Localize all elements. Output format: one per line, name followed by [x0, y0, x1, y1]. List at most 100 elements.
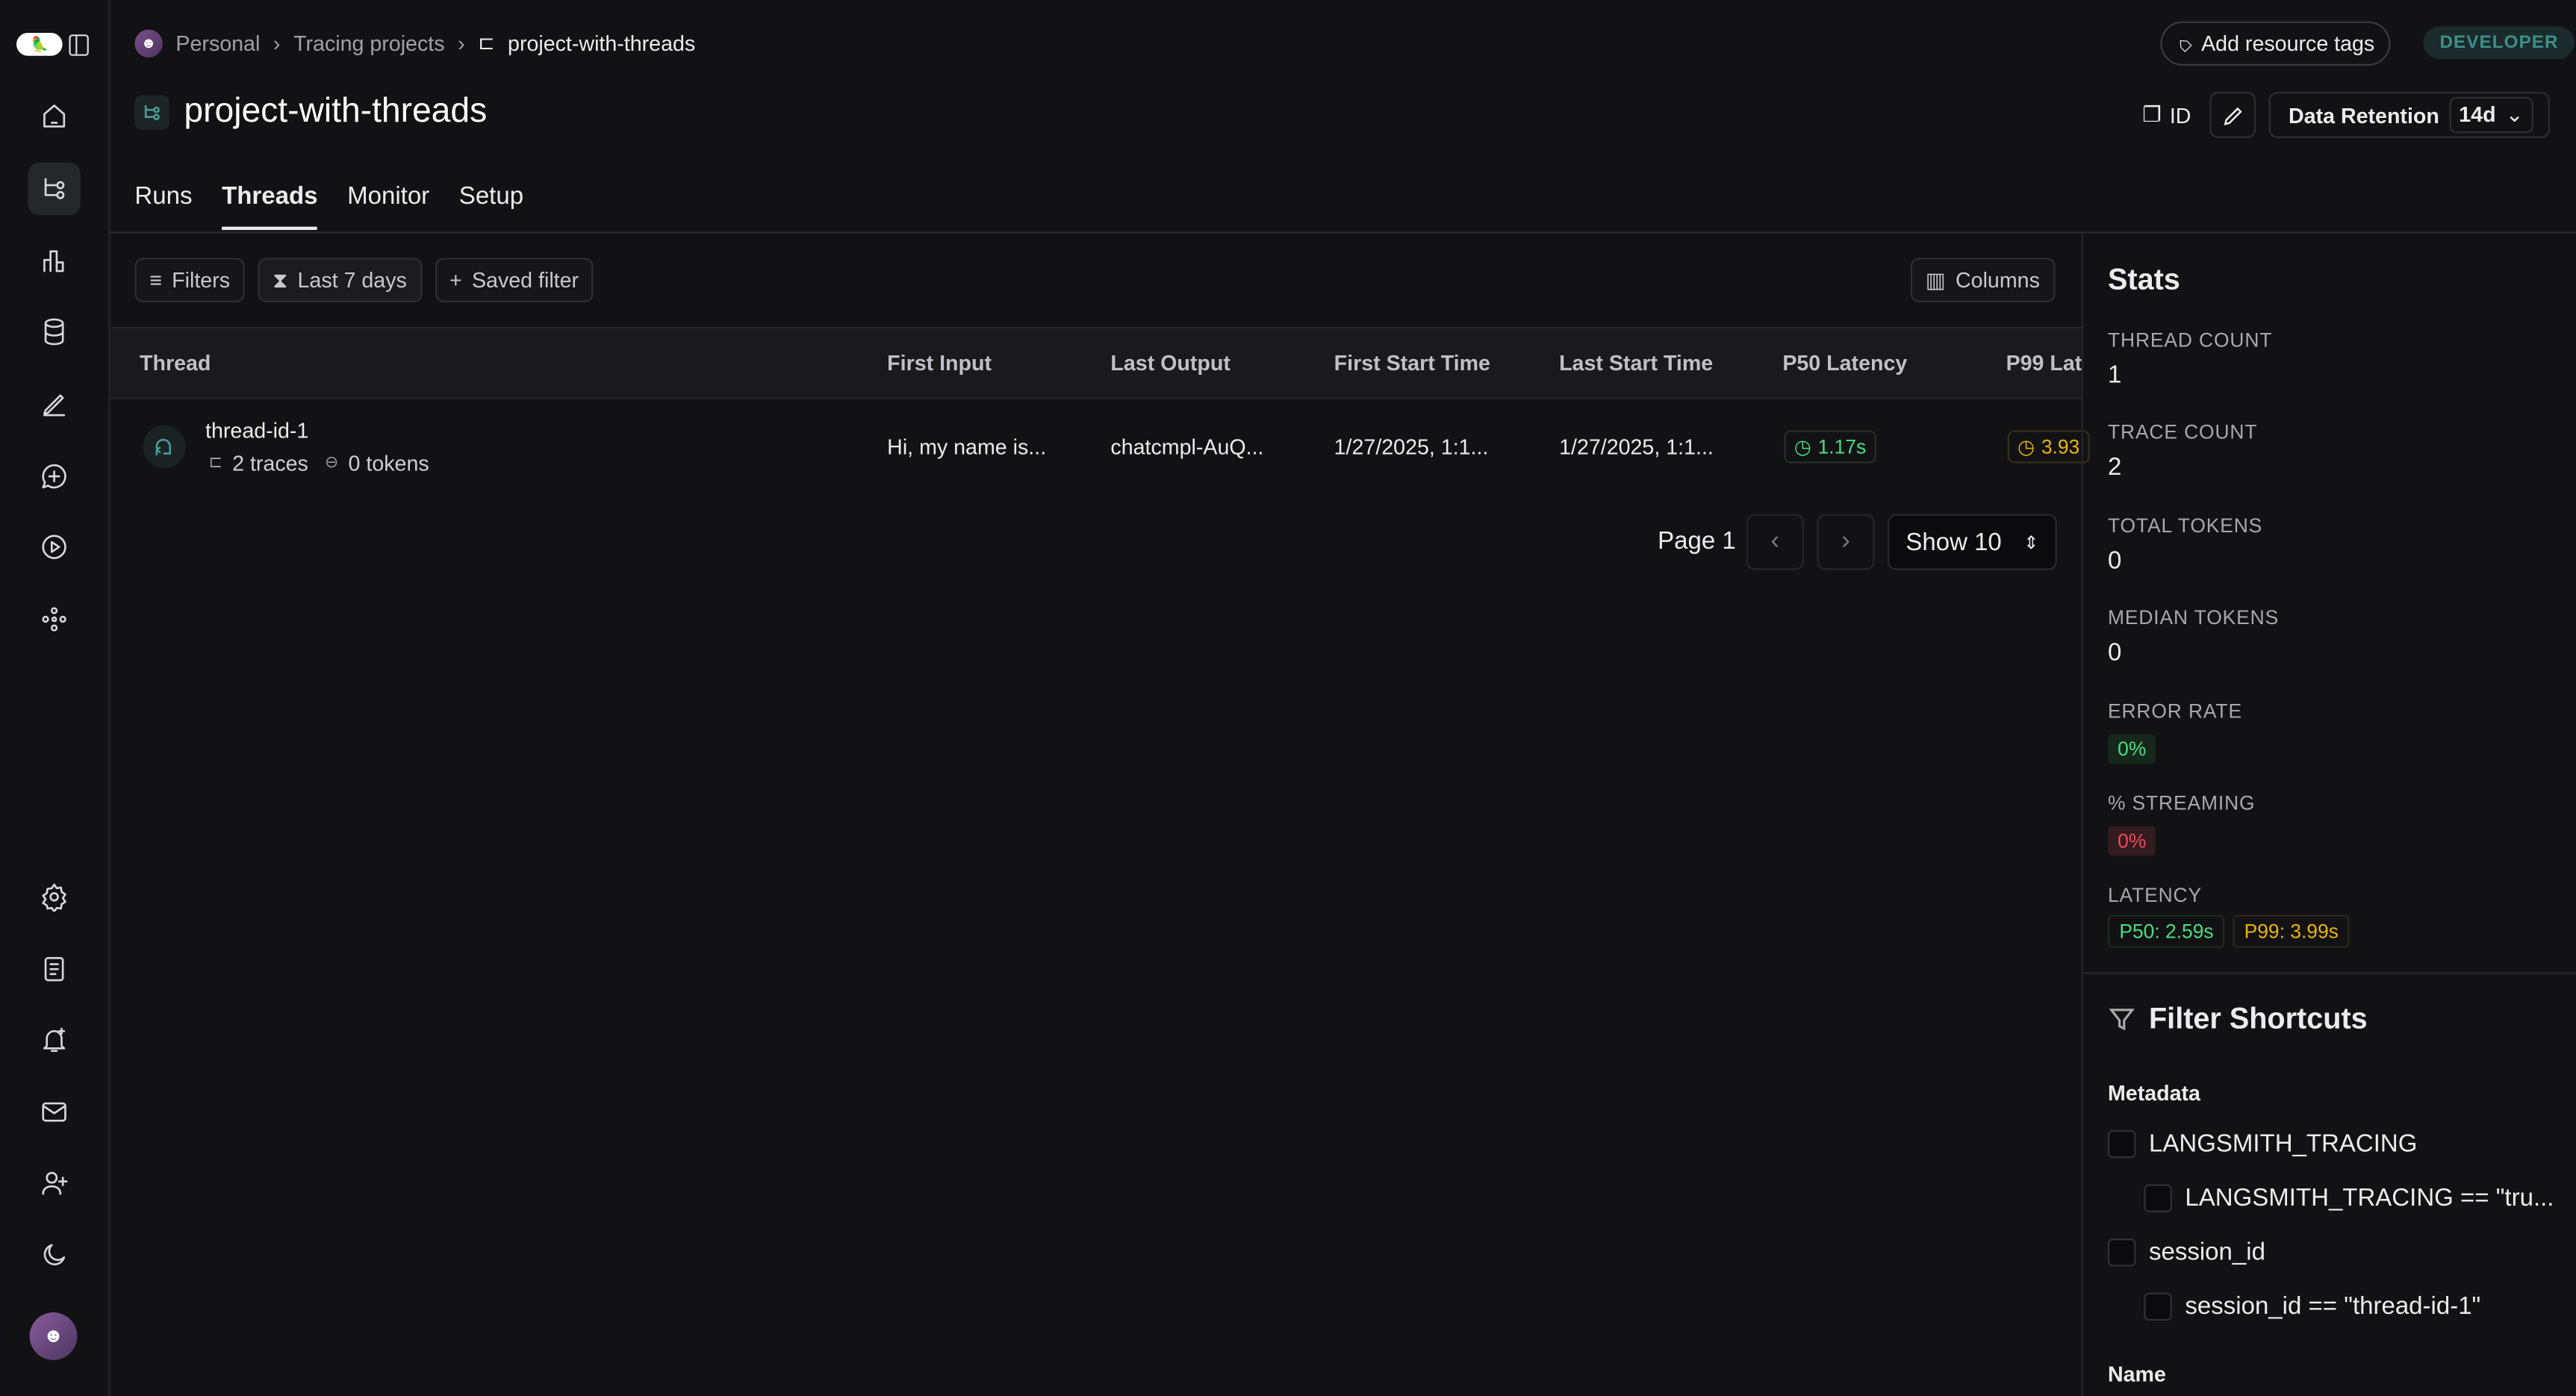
column-header-first-start-time[interactable]: First Start Time [1334, 350, 1490, 376]
error-rate-badge: 0% [2107, 734, 2156, 764]
filters-label: Filters [172, 267, 231, 293]
table-row[interactable]: thread-id-1 ⊏ 2 traces ⊖ 0 tokens Hi, my n… [110, 399, 2090, 493]
checkbox-langsmith-tracing-value[interactable] [2144, 1184, 2172, 1212]
deployments-icon[interactable] [28, 593, 80, 645]
id-label: ID [2169, 102, 2191, 128]
latency-p99-badge: P99: 3.99s [2233, 914, 2351, 948]
total-tokens-label: TOTAL TOKENS [2107, 514, 2263, 537]
page-title: project-with-threads [134, 92, 487, 131]
plan-badge: DEVELOPER [2423, 26, 2575, 60]
next-page-button[interactable]: › [1817, 514, 1875, 570]
logo-icon[interactable]: 🦜 [16, 33, 63, 56]
dashboards-icon[interactable] [28, 235, 80, 287]
column-header-thread[interactable]: Thread [140, 350, 211, 376]
prev-page-button[interactable]: ‹ [1746, 514, 1804, 570]
user-avatar[interactable]: ☻ [29, 1312, 78, 1360]
copy-icon: ❐ [2142, 102, 2162, 127]
column-header-last-start-time[interactable]: Last Start Time [1559, 350, 1714, 376]
chevron-right-icon: › [458, 30, 465, 55]
trace-count-label: TRACE COUNT [2107, 420, 2258, 444]
chevron-right-icon: › [1841, 527, 1850, 555]
column-header-last-output[interactable]: Last Output [1110, 350, 1231, 376]
filter-langsmith-tracing-value[interactable]: LANGSMITH_TRACING == "tru... [2185, 1184, 2554, 1212]
column-header-p99-latency[interactable]: P99 Lat [2006, 350, 2082, 376]
breadcrumb-workspace[interactable]: Personal [175, 30, 261, 55]
filter-session-id-value[interactable]: session_id == "thread-id-1" [2185, 1292, 2481, 1321]
cell-last-start-time: 1/27/2025, 1:1... [1559, 433, 1714, 458]
table-header: Thread First Input Last Output First Sta… [110, 326, 2082, 399]
stats-panel: Stats THREAD COUNT 1 TRACE COUNT 2 TOTAL… [2081, 233, 2576, 1396]
tab-monitor[interactable]: Monitor [347, 182, 430, 211]
thread-id[interactable]: thread-id-1 [205, 417, 309, 443]
thread-count-label: THREAD COUNT [2107, 328, 2273, 352]
data-retention-select[interactable]: Data Retention 14d ⌄ [2268, 92, 2550, 138]
error-rate-label: ERROR RATE [2107, 699, 2242, 723]
latency-p50-badge: P50: 2.59s [2107, 914, 2226, 948]
breadcrumb-section[interactable]: Tracing projects [293, 30, 445, 55]
columns-icon: ▥ [1925, 267, 1946, 292]
checkbox-session-id-value[interactable] [2144, 1292, 2172, 1321]
columns-button[interactable]: ▥ Columns [1910, 258, 2055, 302]
pencil-icon [2223, 106, 2241, 125]
play-icon[interactable] [28, 520, 80, 573]
mail-icon[interactable] [28, 1085, 80, 1138]
tag-icon: ⌂ [2170, 30, 2197, 57]
total-tokens-value: 0 [2107, 546, 2122, 576]
trace-count-value: 2 [2107, 453, 2122, 482]
clock-icon: ◷ [2017, 434, 2035, 458]
invite-user-icon[interactable] [28, 1156, 80, 1209]
cell-first-input: Hi, my name is... [887, 433, 1047, 458]
sidebar-toggle-icon[interactable] [69, 34, 89, 56]
p99-latency-pill: ◷ 3.93 [2007, 429, 2090, 463]
thread-chat-icon [143, 424, 186, 467]
docs-icon[interactable] [28, 943, 80, 995]
updown-chevron-icon: ⇕ [2023, 532, 2039, 553]
home-icon[interactable] [28, 90, 80, 143]
stats-title: Stats [2107, 263, 2180, 296]
annotation-pen-icon[interactable] [28, 378, 80, 430]
plus-icon: + [449, 267, 462, 293]
breadcrumb-project[interactable]: project-with-threads [508, 30, 696, 55]
copy-id-button[interactable]: ❐ ID [2142, 102, 2191, 128]
token-count: 0 tokens [348, 450, 429, 476]
tracing-projects-icon[interactable] [28, 162, 81, 216]
filter-funnel-icon [2109, 1009, 2135, 1031]
chat-plus-icon[interactable] [28, 450, 80, 502]
saved-filter-button[interactable]: + Saved filter [435, 258, 594, 302]
add-resource-tags-button[interactable]: ⌂ Add resource tags [2160, 21, 2392, 66]
clock-icon: ◷ [1793, 434, 1811, 458]
tab-threads[interactable]: Threads [222, 182, 318, 231]
retention-value[interactable]: 14d ⌄ [2449, 96, 2533, 134]
tab-setup[interactable]: Setup [458, 182, 524, 211]
trace-count: 2 traces [232, 450, 308, 476]
time-range-button[interactable]: ⧗ Last 7 days [258, 258, 422, 302]
filters-button[interactable]: ≡ Filters [134, 258, 245, 302]
name-label: Name [2107, 1362, 2166, 1387]
checkbox-session-id[interactable] [2107, 1238, 2136, 1267]
project-title: project-with-threads [184, 92, 488, 130]
filter-session-id[interactable]: session_id [2148, 1238, 2265, 1267]
tab-runs[interactable]: Runs [134, 182, 193, 211]
dark-mode-moon-icon[interactable] [28, 1229, 80, 1281]
add-tags-label: Add resource tags [2201, 31, 2375, 56]
traces-icon: ⊏ [208, 454, 223, 473]
column-header-p50-latency[interactable]: P50 Latency [1782, 350, 1908, 376]
checkbox-langsmith-tracing[interactable] [2107, 1129, 2136, 1159]
notification-bell-icon[interactable] [28, 1014, 80, 1066]
project-icon: ⊏ [478, 31, 495, 54]
hourglass-icon: ⧗ [273, 267, 288, 292]
page-size-select[interactable]: Show 10 ⇕ [1888, 514, 2057, 570]
breadcrumb: ☻ Personal › Tracing projects › ⊏ projec… [134, 28, 695, 57]
datasets-icon[interactable] [28, 305, 80, 358]
edit-pencil-button[interactable] [2209, 92, 2256, 138]
column-header-first-input[interactable]: First Input [887, 350, 992, 376]
p99-value: 3.93 [2041, 434, 2080, 458]
settings-gear-icon[interactable] [28, 870, 80, 923]
page-indicator: Page 1 [1658, 527, 1736, 555]
streaming-badge: 0% [2107, 826, 2156, 856]
p50-value: 1.17s [1817, 434, 1867, 458]
thread-count-value: 1 [2107, 361, 2122, 390]
chevron-left-icon: ‹ [1770, 527, 1780, 555]
chevron-right-icon: › [273, 30, 281, 55]
filter-langsmith-tracing[interactable]: LANGSMITH_TRACING [2148, 1129, 2418, 1159]
